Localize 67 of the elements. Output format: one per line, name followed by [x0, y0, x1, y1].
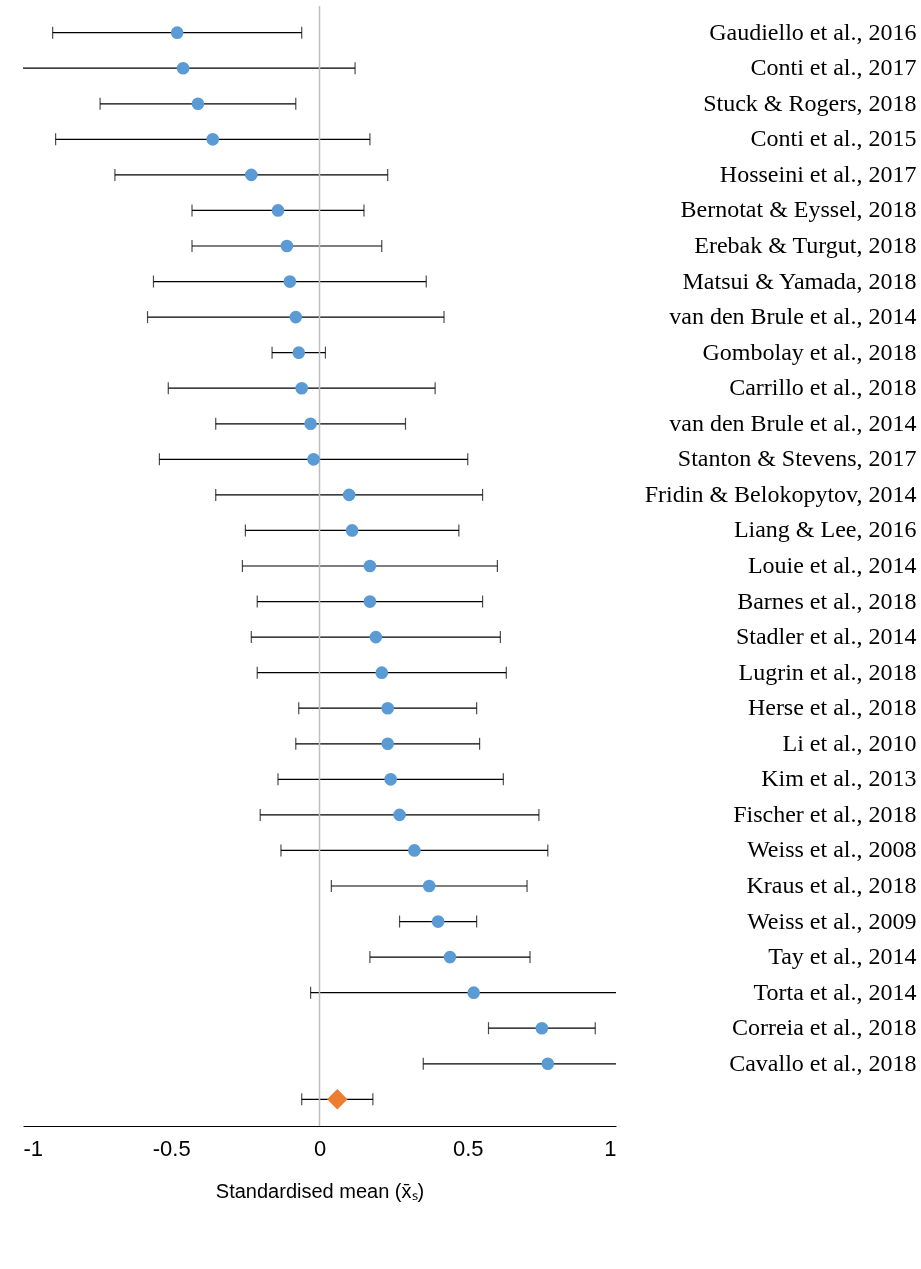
- x-axis-title: Standardised mean (x̄ₛ): [215, 1179, 425, 1202]
- y-tick-label: Barnes et al., 2018: [737, 587, 917, 614]
- point: [384, 773, 397, 786]
- point: [408, 844, 421, 857]
- y-tick-label: Fischer et al., 2018: [733, 800, 917, 827]
- y-tick-label: van den Brule et al., 2014: [669, 303, 917, 330]
- y-tick-label: Louie et al., 2014: [747, 552, 917, 578]
- y-tick-label: Fridin & Belokopytov, 2014: [644, 480, 917, 507]
- point: [369, 630, 383, 644]
- point: [280, 239, 294, 253]
- y-tick-label: van den Brule et al., 2014: [669, 409, 917, 436]
- x-tick-label: -1: [23, 1135, 44, 1161]
- point: [342, 488, 356, 502]
- point: [541, 1057, 555, 1071]
- point: [363, 595, 377, 608]
- y-tick-label: Gaudiello et al., 2016: [709, 18, 917, 45]
- y-tick-label: Stuck & Rogers, 2018: [703, 89, 917, 116]
- y-tick-label: Weiss et al., 2009: [747, 907, 917, 934]
- point: [283, 275, 297, 288]
- y-tick-label: Herse et al., 2018: [747, 694, 917, 721]
- y-tick-label: Stadler et al., 2014: [735, 623, 917, 650]
- point: [206, 133, 220, 146]
- y-tick-label: Conti et al., 2017: [750, 54, 917, 81]
- y-tick-label: Matsui & Yamada, 2018: [682, 267, 917, 294]
- point: [443, 950, 457, 964]
- y-tick-label: Stanton & Stevens, 2017: [677, 445, 917, 472]
- point: [327, 1089, 348, 1110]
- x-tick-label: 0.5: [452, 1135, 484, 1161]
- x-tick-label: -0.5: [152, 1135, 191, 1161]
- point: [289, 310, 303, 324]
- y-tick-label: Torta et al., 2014: [753, 978, 917, 1005]
- y-tick-label: Gombolay et al., 2018: [702, 338, 917, 365]
- point: [295, 381, 309, 395]
- y-tick-label: Hosseini et al., 2017: [719, 160, 917, 187]
- point: [176, 61, 190, 75]
- x-tick-label: 0: [313, 1135, 327, 1161]
- point: [363, 559, 377, 573]
- y-tick-label: Lugrin et al., 2018: [738, 658, 917, 685]
- y-tick-label: Tay et al., 2014: [768, 943, 917, 970]
- y-tick-label: Cavallo et al., 2018: [729, 1049, 917, 1076]
- y-tick-label: Li et al., 2010: [782, 729, 917, 756]
- y-tick-label: Erebak & Turgut, 2018: [694, 232, 917, 258]
- y-tick-label: Weiss et al., 2008: [747, 836, 917, 863]
- point: [170, 26, 184, 39]
- point: [191, 97, 205, 111]
- point: [244, 168, 258, 182]
- point: [393, 808, 406, 822]
- point: [307, 453, 320, 466]
- point: [467, 986, 480, 999]
- point: [292, 346, 306, 359]
- y-tick-label: Conti et al., 2015: [750, 125, 917, 152]
- point: [271, 204, 285, 217]
- x-tick-label: 1: [604, 1135, 617, 1161]
- y-tick-label: Correia et al., 2018: [731, 1014, 917, 1041]
- point: [431, 915, 445, 928]
- point: [375, 666, 389, 679]
- y-tick-label: Bernotat & Eyssel, 2018: [680, 196, 917, 223]
- y-tick-label: Kim et al., 2013: [761, 765, 917, 792]
- point: [422, 879, 436, 893]
- point: [381, 701, 395, 715]
- y-tick-label: Kraus et al., 2018: [746, 872, 917, 898]
- point: [345, 524, 359, 537]
- point: [535, 1021, 549, 1035]
- y-tick-label: Liang & Lee, 2016: [733, 516, 917, 543]
- y-tick-label: Carrillo et al., 2018: [729, 374, 917, 401]
- point: [381, 737, 395, 751]
- point: [304, 417, 317, 431]
